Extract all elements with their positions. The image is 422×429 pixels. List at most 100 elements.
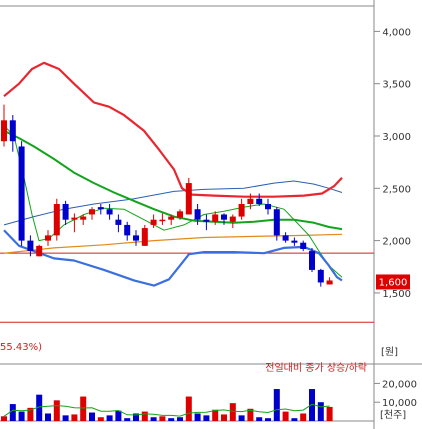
candle-body bbox=[238, 204, 245, 217]
volume-bar bbox=[80, 396, 87, 421]
volume-bar bbox=[62, 415, 69, 421]
candle-body bbox=[89, 209, 95, 215]
volume-bar bbox=[291, 418, 298, 421]
current-price-label: 1,600 bbox=[379, 277, 408, 288]
volume-bar bbox=[71, 414, 78, 421]
volume-bar bbox=[300, 413, 307, 421]
candle-body bbox=[194, 209, 201, 220]
bollinger-lower-line bbox=[3, 229, 343, 287]
volume-bar bbox=[247, 408, 254, 421]
volume-bar bbox=[133, 413, 139, 421]
price-tick-label: 3,000 bbox=[382, 132, 411, 143]
price-axis: 1,500 2,000 2,500 3,000 3,500 4,000 bbox=[382, 27, 411, 300]
volume-bar bbox=[282, 411, 289, 421]
volume-ma-line bbox=[3, 403, 330, 417]
candle-body bbox=[133, 235, 139, 241]
candle-body bbox=[80, 216, 87, 220]
price-tick-label: 2,500 bbox=[382, 184, 411, 195]
volume-bar bbox=[89, 412, 95, 421]
volume-bar bbox=[221, 414, 227, 421]
current-price-badge bbox=[376, 274, 410, 290]
volume-bar bbox=[273, 389, 280, 421]
candle-body bbox=[177, 211, 183, 218]
volume-bar bbox=[97, 417, 104, 421]
candle-body bbox=[317, 269, 324, 283]
volume-unit-label: [천주] bbox=[380, 409, 406, 421]
candle-body bbox=[282, 235, 289, 241]
volume-bars bbox=[1, 389, 333, 421]
volume-tick-label: 10,000 bbox=[382, 398, 417, 409]
candle-body bbox=[168, 216, 175, 220]
bollinger-upper-line bbox=[3, 61, 343, 198]
candle-body bbox=[71, 217, 78, 220]
candle-body bbox=[27, 240, 34, 252]
candle-body bbox=[106, 209, 113, 215]
volume-bar bbox=[326, 406, 333, 421]
candles bbox=[1, 104, 333, 287]
price-gridlines bbox=[374, 30, 380, 294]
volume-bar bbox=[203, 415, 210, 421]
candle-body bbox=[273, 209, 280, 236]
volume-bar bbox=[9, 404, 16, 421]
volume-title: 전일대비 종가 상승/하락 bbox=[265, 361, 367, 374]
candle-body bbox=[212, 214, 219, 222]
volume-tick-label: 20,000 bbox=[382, 379, 417, 390]
volume-bar bbox=[177, 417, 183, 421]
volume-bar bbox=[194, 413, 201, 421]
candle-body bbox=[9, 120, 16, 142]
candle-body bbox=[300, 242, 307, 249]
volume-bar bbox=[115, 410, 122, 421]
volume-bar bbox=[256, 417, 263, 421]
price-tick-label: 4,000 bbox=[382, 27, 411, 38]
candle-body bbox=[141, 228, 148, 246]
candle-body bbox=[265, 204, 271, 210]
price-tick-label: 3,500 bbox=[382, 80, 411, 91]
volume-bar bbox=[1, 416, 7, 421]
price-unit-label: [원] bbox=[381, 346, 398, 358]
candle-body bbox=[1, 120, 7, 142]
candle-body bbox=[291, 240, 298, 243]
volume-bar bbox=[159, 416, 166, 421]
candle-body bbox=[159, 219, 166, 222]
volume-axis: 10,000 20,000 bbox=[374, 379, 417, 409]
volume-bar bbox=[185, 396, 192, 421]
volume-bar bbox=[124, 418, 131, 421]
candle-body bbox=[62, 204, 69, 220]
ma-orange-line bbox=[3, 233, 343, 254]
candle-body bbox=[150, 219, 157, 225]
candle-body bbox=[256, 198, 263, 204]
volume-bar bbox=[168, 418, 175, 421]
ma-short-line bbox=[3, 125, 343, 278]
volume-bar bbox=[309, 389, 315, 421]
price-tick-label: 2,000 bbox=[382, 237, 411, 248]
candle-body bbox=[203, 219, 210, 222]
candle-body bbox=[221, 214, 227, 220]
candle-body bbox=[97, 207, 104, 210]
candle-body bbox=[247, 198, 254, 204]
candle-body bbox=[124, 224, 131, 236]
volume-bar bbox=[265, 418, 271, 421]
candle-body bbox=[309, 251, 315, 270]
candle-body bbox=[45, 235, 51, 241]
volume-bar bbox=[106, 415, 113, 421]
volume-bar bbox=[317, 402, 324, 421]
volume-bar bbox=[212, 409, 219, 421]
volume-bar bbox=[18, 411, 25, 421]
candle-body bbox=[115, 219, 122, 225]
volume-bar bbox=[36, 394, 43, 421]
volume-bar bbox=[27, 407, 34, 421]
candle-body bbox=[36, 245, 43, 257]
price-tick-label: 1,500 bbox=[382, 289, 411, 300]
volume-bar bbox=[229, 403, 236, 421]
change-annotation: 55.43%) bbox=[0, 342, 42, 353]
volume-bar bbox=[141, 411, 148, 421]
candle-body bbox=[185, 183, 192, 215]
volume-bar bbox=[45, 413, 51, 421]
last-price-marker bbox=[326, 280, 333, 285]
volume-bar bbox=[238, 415, 245, 421]
candle-body bbox=[18, 146, 25, 241]
volume-bar bbox=[150, 417, 157, 421]
volume-bar bbox=[53, 400, 60, 421]
